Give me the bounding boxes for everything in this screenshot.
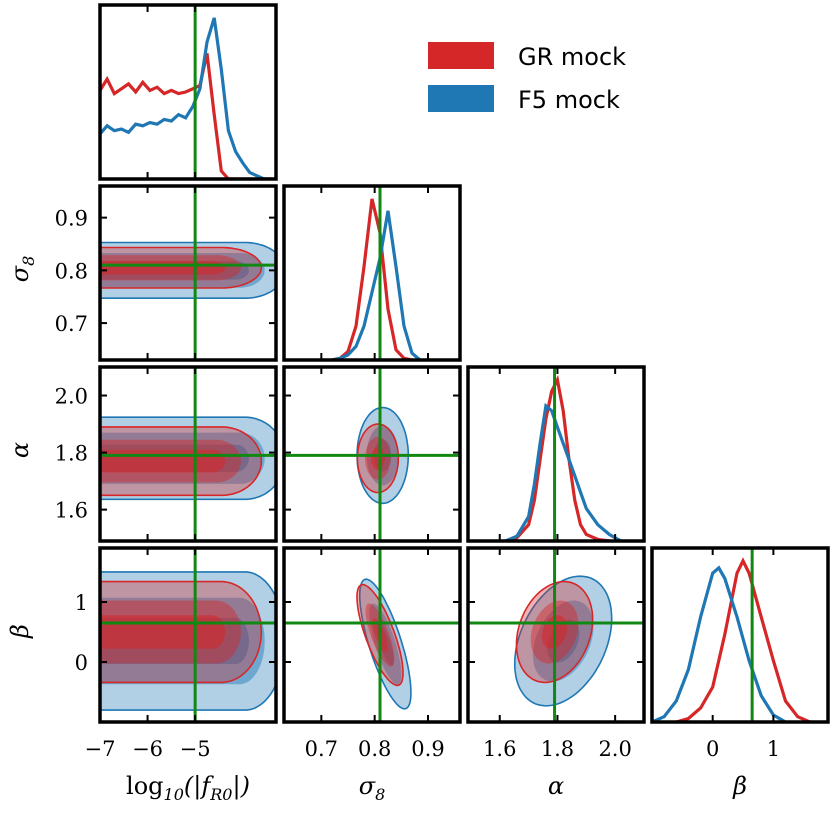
y-tick-label: 2.0 [55,385,88,409]
y-tick-label: 1.8 [55,442,88,466]
panel-frame [282,546,462,724]
x-tick-label: 0.9 [411,737,444,761]
axis-labels-layer: 0.7 0.8 0.9 1.6 1.8 2.0 −7 −6 −5 0 1 0.7 0.8 0.9 1.6 1.… [6,207,780,804]
panel-frame [98,3,278,181]
panel-beta [650,546,830,724]
x-tick-label: 0 [706,737,719,761]
x-tick-label: 1.6 [483,737,516,761]
panel-frame [98,365,278,543]
y-tick-label: 0.7 [55,312,88,336]
x-tick-label: 1.8 [541,737,574,761]
panel-frame [282,184,462,362]
legend-swatch [428,85,494,112]
panel-s8-alpha [282,365,462,543]
marginal-gr-mock [100,52,272,179]
panel-f-alpha [98,365,278,543]
marginal-gr-mock [505,374,610,541]
panels-layer [98,3,830,724]
panel-frame [98,546,278,724]
x-tick-label: 0.7 [305,737,338,761]
x-axis-label-s8: σ8 [359,772,386,804]
y-tick-label: 1.6 [55,499,88,523]
panel-frame [650,546,830,724]
panel-frame [466,365,646,543]
y-tick-label: 0.9 [55,207,88,231]
legend-label: GR mock [518,43,626,71]
marginal-f5-mock [504,402,622,541]
panel-alpha [466,365,646,543]
y-axis-label-beta: β [6,624,34,639]
marginal-gr-mock [675,557,811,722]
panel-alpha-beta [466,546,646,724]
panel-frame [98,184,278,362]
x-tick-label: 1 [767,737,780,761]
legend-swatch [428,42,494,69]
legend: GR mock F5 mock [428,42,626,114]
y-tick-label: 0.8 [55,259,88,283]
panel-s8 [282,184,462,362]
marginal-f5-mock [652,565,787,722]
y-axis-label-s8: σ8 [6,256,38,283]
y-axis-label-alpha: α [6,442,34,458]
panel-frame [466,546,646,724]
legend-label: F5 mock [518,86,620,114]
x-tick-label: −7 [85,737,116,761]
x-axis-label-beta: β [732,772,747,800]
x-tick-label: 0.8 [358,737,391,761]
x-axis-label-alpha: α [548,772,564,800]
x-tick-label: 2.0 [598,737,631,761]
panel-f [98,3,278,181]
y-tick-label: 1 [75,591,88,615]
panel-frame [282,365,462,543]
x-axis-label-f: log10(|fR0|) [126,772,250,804]
panel-f-s8 [98,184,278,362]
contour-gr-mock [371,446,385,470]
marginal-f5-mock [100,17,272,179]
panel-f-beta [98,546,278,724]
contour-gr-mock [100,615,226,649]
marginal-f5-mock [331,210,422,360]
marginal-gr-mock [331,198,413,360]
y-tick-label: 0 [75,651,88,675]
x-tick-label: −6 [132,737,163,761]
panel-s8-beta [282,546,462,724]
x-tick-label: −5 [180,737,211,761]
